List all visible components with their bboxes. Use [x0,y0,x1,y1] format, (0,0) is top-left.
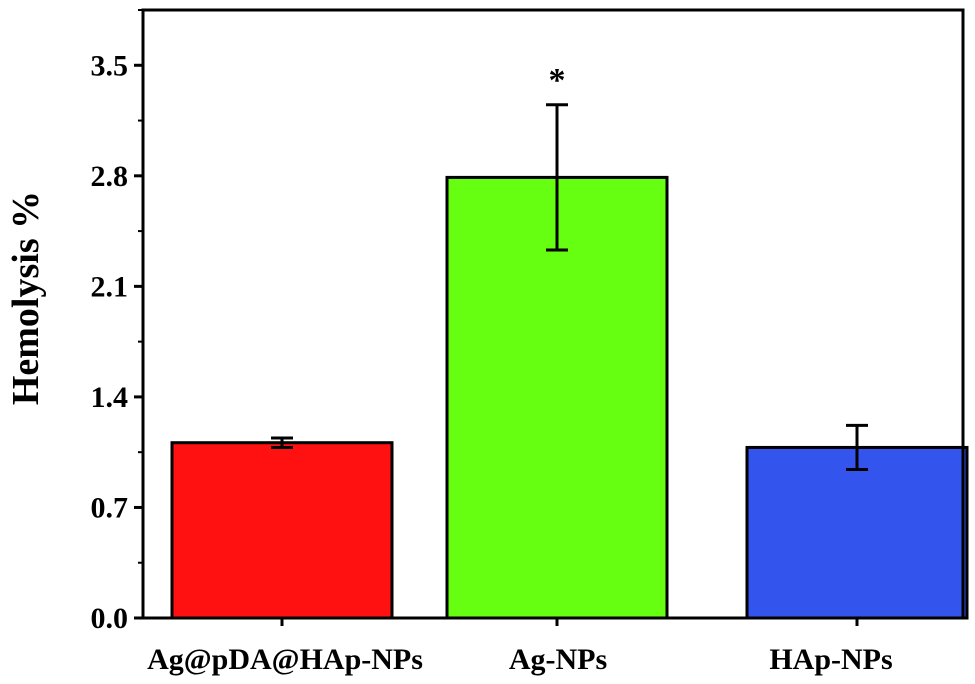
x-tick-label-1: Ag-NPs [509,643,607,676]
bar-2 [745,445,969,620]
axes-layer: Ag@pDA@HAp-NPs Ag-NPs HAp-NPs 0.0 0.7 1.4 2.1 2… [91,8,965,676]
bars-layer [170,175,969,620]
x-tick-label-2: HAp-NPs [769,643,892,676]
error-bars-layer [271,103,868,472]
annotations-layer: * [549,62,566,99]
plot-frame [141,8,965,620]
y-tick-label-1: 0.7 [91,491,129,524]
y-tick-label-4: 2.8 [91,160,129,193]
bar-0 [170,441,394,620]
y-tick-label-2: 1.4 [91,381,129,414]
y-tick-label-5: 3.5 [91,49,129,82]
y-tick-label-0: 0.0 [91,602,129,635]
significance-annotation-0: * [549,62,566,99]
y-axis-title: Hemolysis % [5,191,47,405]
x-tick-label-0: Ag@pDA@HAp-NPs [147,643,423,676]
y-tick-label-3: 2.1 [91,270,129,303]
